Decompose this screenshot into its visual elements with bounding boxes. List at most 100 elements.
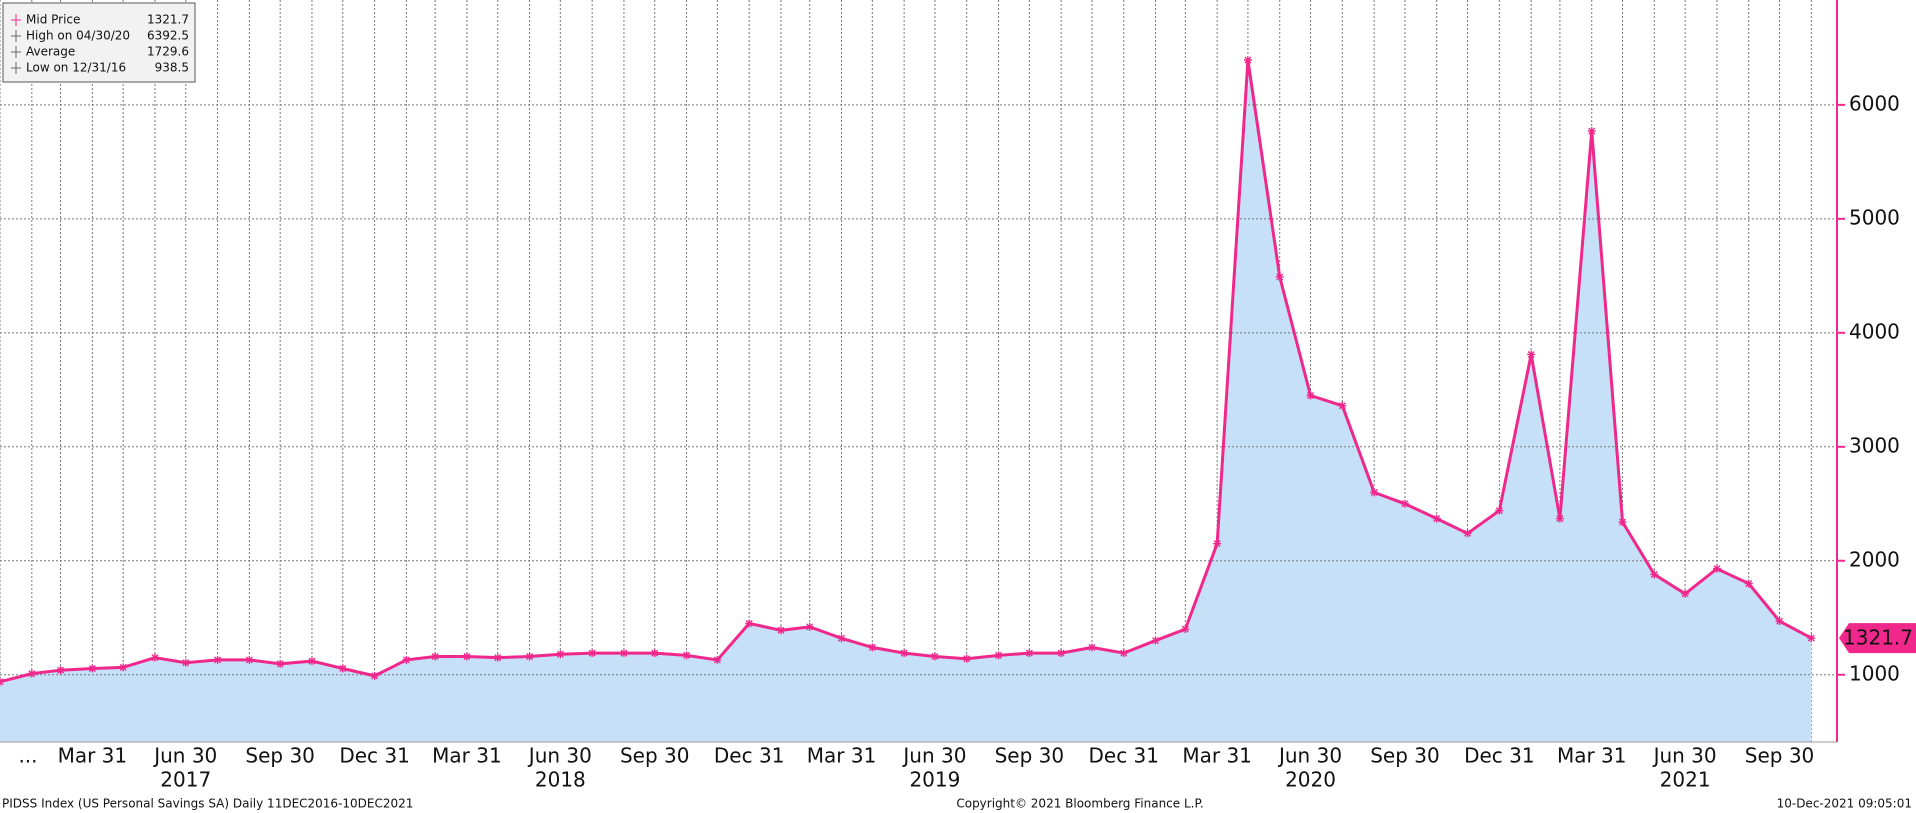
point-marker — [868, 643, 877, 652]
x-tick-label: Sep 30 — [1370, 744, 1440, 768]
year-label: 2017 — [160, 768, 211, 792]
point-marker — [276, 659, 285, 668]
point-marker — [1807, 634, 1816, 643]
x-tick-label: Sep 30 — [1745, 744, 1815, 768]
point-marker — [1243, 56, 1252, 65]
x-tick-label: Jun 30 — [1652, 744, 1717, 768]
last-value-tag — [1839, 623, 1916, 654]
point-marker — [1555, 514, 1564, 523]
point-marker — [150, 653, 159, 662]
point-marker — [930, 652, 939, 661]
y-tick-label: 2000 — [1849, 547, 1900, 571]
point-marker — [1618, 518, 1627, 527]
year-label: 2021 — [1660, 768, 1711, 792]
y-tick-label: 4000 — [1849, 319, 1900, 343]
x-tick-label: Sep 30 — [245, 744, 315, 768]
point-marker — [1119, 649, 1128, 658]
point-marker — [181, 658, 190, 667]
point-marker — [1057, 649, 1066, 658]
point-marker — [1338, 401, 1347, 410]
point-marker — [837, 634, 846, 643]
point-marker — [713, 655, 722, 664]
x-tick-label: Sep 30 — [995, 744, 1065, 768]
legend-value: 1729.6 — [147, 45, 189, 59]
x-tick-label: Jun 30 — [152, 744, 217, 768]
point-marker — [1463, 529, 1472, 538]
y-tick-label: 1000 — [1849, 661, 1900, 685]
point-marker — [1744, 579, 1753, 588]
point-marker — [307, 657, 316, 666]
x-tick-label: ... — [18, 744, 37, 768]
point-marker — [370, 671, 379, 680]
point-marker — [1587, 127, 1596, 136]
point-marker — [1527, 350, 1536, 359]
plot — [0, 56, 1837, 742]
footer-center: Copyright© 2021 Bloomberg Finance L.P. — [956, 797, 1203, 811]
point-marker — [525, 652, 534, 661]
point-marker — [1025, 649, 1034, 658]
legend-label: Low on 12/31/16 — [26, 61, 126, 75]
point-marker — [1495, 506, 1504, 515]
point-marker — [119, 663, 128, 672]
point-marker — [805, 622, 814, 631]
point-marker — [431, 652, 440, 661]
footer-right: 10-Dec-2021 09:05:01 — [1777, 797, 1912, 811]
x-tick-label: Mar 31 — [432, 744, 502, 768]
point-marker — [402, 655, 411, 664]
x-tick-label: Jun 30 — [901, 744, 966, 768]
point-marker — [1087, 643, 1096, 652]
point-marker — [1275, 272, 1284, 281]
x-tick-label: Dec 31 — [1464, 744, 1535, 768]
x-tick-label: Jun 30 — [527, 744, 592, 768]
point-marker — [1213, 539, 1222, 548]
point-marker — [650, 649, 659, 658]
point-marker — [1151, 636, 1160, 645]
point-marker — [338, 664, 347, 673]
point-marker — [1432, 514, 1441, 523]
x-tick-label: Mar 31 — [1557, 744, 1627, 768]
x-tick-label: Dec 31 — [714, 744, 785, 768]
axes: 1000 2000 3000 4000 5000 6000... Mar 31 Jun 30 S… — [0, 0, 1916, 792]
point-marker — [1370, 488, 1379, 497]
x-tick-label: Mar 31 — [807, 744, 877, 768]
point-marker — [556, 650, 565, 659]
point-marker — [994, 651, 1003, 660]
legend-value: 6392.5 — [147, 29, 189, 43]
y-tick-label: 6000 — [1849, 91, 1900, 115]
y-tick-label: 5000 — [1849, 205, 1900, 229]
x-tick-label: Dec 31 — [1088, 744, 1159, 768]
year-label: 2018 — [535, 768, 586, 792]
point-marker — [1775, 617, 1784, 626]
last-value-label: 1321.7 — [1843, 626, 1913, 650]
x-tick-label: Dec 31 — [339, 744, 410, 768]
point-marker — [1681, 589, 1690, 598]
legend: Mid Price 1321.7 High on 04/30/20 6392.5 Ave… — [2, 2, 196, 83]
legend-value: 1321.7 — [147, 13, 189, 27]
point-marker — [245, 655, 254, 664]
point-marker — [462, 652, 471, 661]
point-marker — [776, 626, 785, 635]
x-tick-label: Mar 31 — [1182, 744, 1252, 768]
point-marker — [619, 649, 628, 658]
point-marker — [745, 619, 754, 628]
point-marker — [682, 651, 691, 660]
point-marker — [1650, 570, 1659, 579]
point-marker — [88, 664, 97, 673]
point-marker — [27, 669, 36, 678]
legend-value: 938.5 — [155, 61, 189, 75]
point-marker — [1400, 499, 1409, 508]
x-tick-label: Sep 30 — [620, 744, 690, 768]
year-label: 2019 — [909, 768, 960, 792]
point-marker — [900, 649, 909, 658]
point-marker — [1306, 391, 1315, 400]
point-marker — [213, 655, 222, 664]
point-marker — [1181, 625, 1190, 634]
legend-label: Average — [26, 45, 75, 59]
area — [0, 60, 1812, 742]
point-marker — [1712, 564, 1721, 573]
x-tick-label: Mar 31 — [58, 744, 128, 768]
point-marker — [56, 666, 65, 675]
year-label: 2020 — [1285, 768, 1336, 792]
